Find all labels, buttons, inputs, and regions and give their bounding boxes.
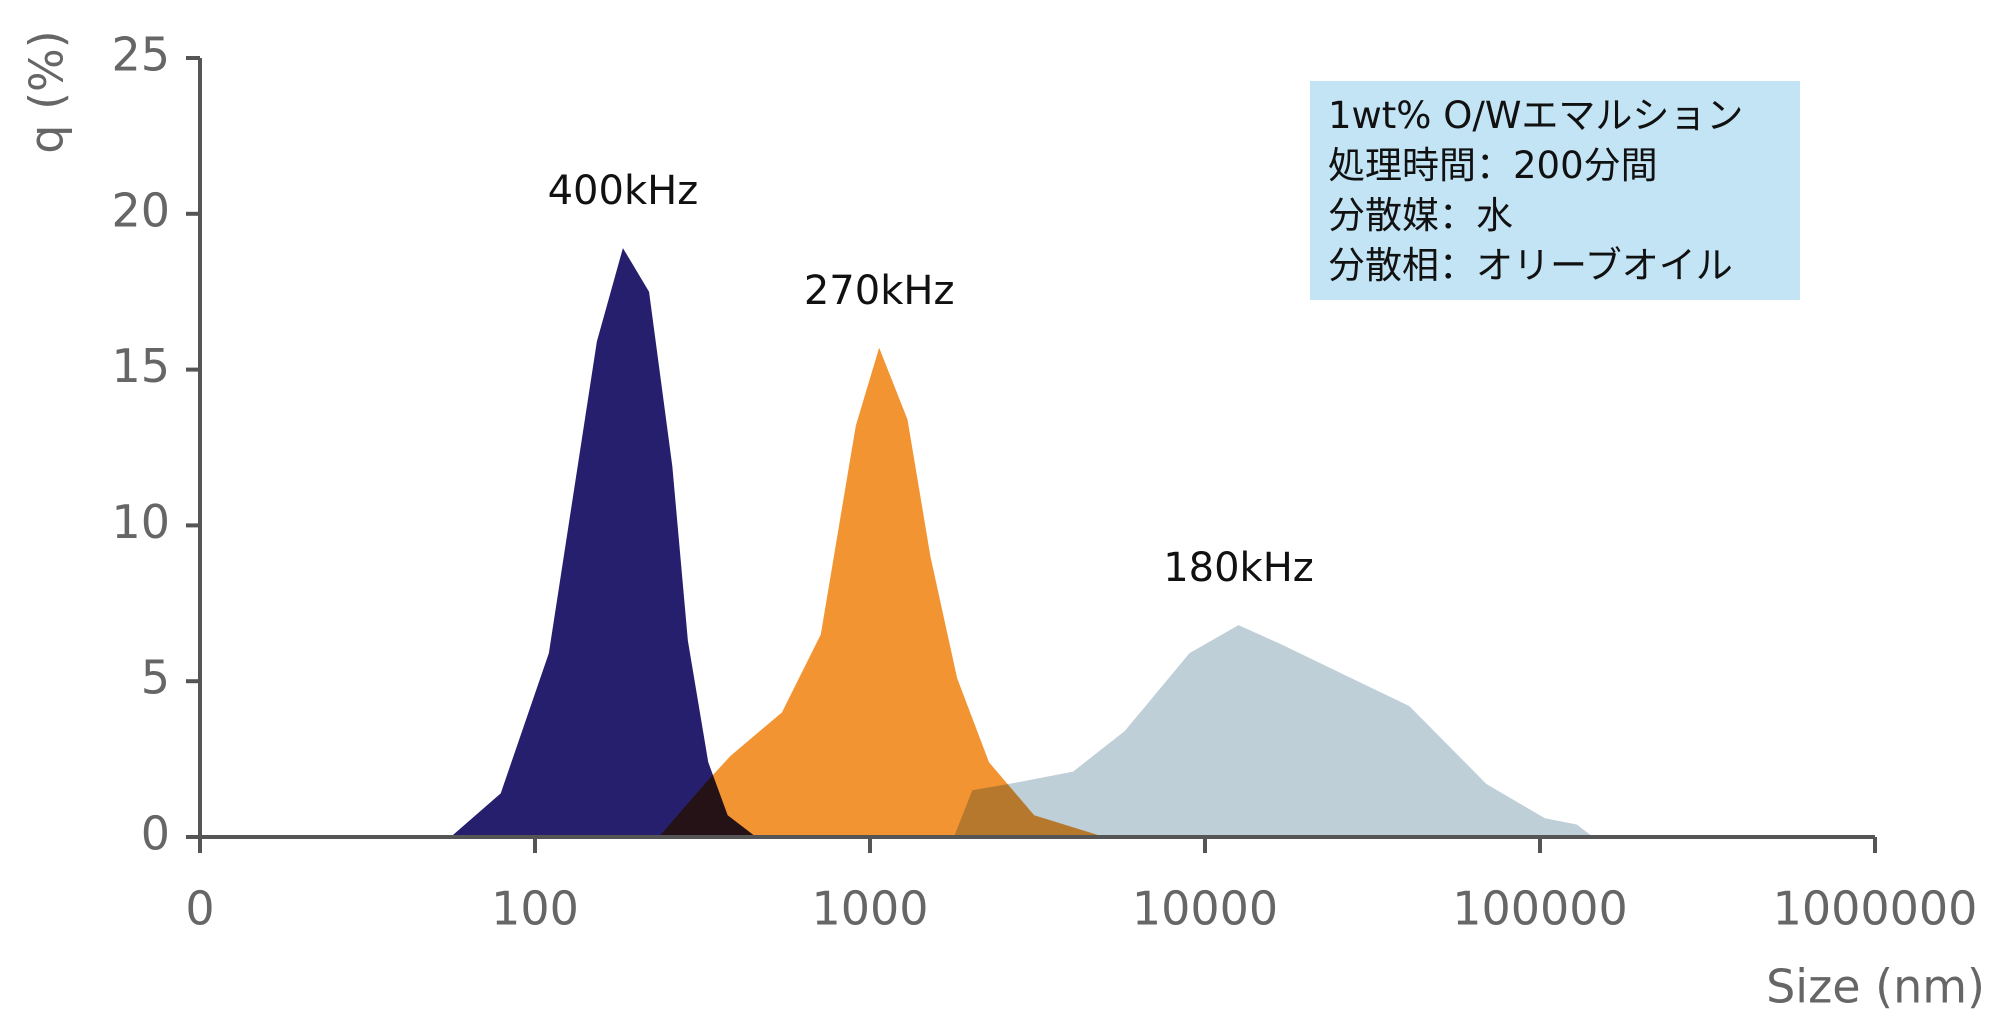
area [450,248,757,838]
series-label: 270kHz [804,268,955,314]
x-axis-label: Size (nm) [1766,960,1985,1014]
y-tick-label: 5 [141,651,170,705]
y-axis-label: q (%) [20,30,74,153]
area [658,347,1105,837]
info-text: 分散媒：水 [1328,194,1513,237]
info-text: 1wt% O/Wエマルション [1328,94,1743,137]
series-label: 400kHz [548,168,699,214]
x-tick-label: 1000000 [1773,882,1978,936]
x-tick-label: 100000 [1452,882,1628,936]
info-text: 処理時間：200分間 [1328,144,1658,187]
x-tick-label: 10000 [1132,882,1278,936]
y-tick-label: 25 [111,28,170,82]
info-text: 分散相：オリーブオイル [1328,244,1733,287]
y-tick-label: 0 [141,807,170,861]
y-tick-label: 10 [111,495,170,549]
x-tick-label: 0 [185,882,214,936]
area [953,625,1594,837]
y-tick-label: 15 [111,339,170,393]
x-tick-label: 1000 [811,882,928,936]
series-label: 180kHz [1163,545,1314,591]
info-box [1310,81,1800,300]
x-tick-label: 100 [491,882,579,936]
y-tick-label: 20 [111,183,170,237]
